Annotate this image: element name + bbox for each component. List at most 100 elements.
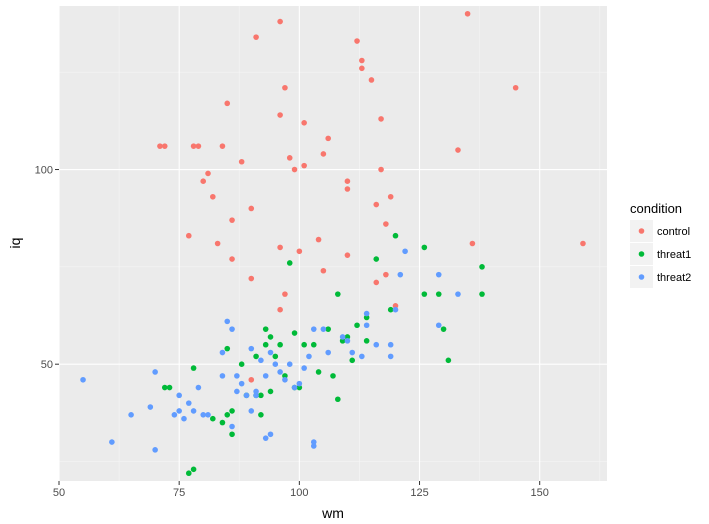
legend-label-threat2: threat2 (657, 272, 691, 284)
point-control (238, 158, 245, 165)
point-threat2 (397, 271, 404, 278)
point-threat1 (262, 341, 269, 348)
point-control (344, 252, 351, 258)
point-control (373, 201, 380, 208)
x-tick-label: 75 (173, 487, 185, 499)
point-threat2 (248, 345, 255, 352)
point-threat2 (238, 380, 245, 387)
point-threat1 (291, 330, 298, 336)
point-threat1 (185, 470, 192, 477)
point-control (373, 279, 380, 286)
point-threat2 (301, 365, 307, 371)
point-threat1 (229, 408, 235, 414)
y-axis-title: iq (7, 238, 23, 249)
point-threat1 (301, 341, 307, 348)
x-tick-label: 125 (410, 487, 428, 499)
point-threat2 (253, 392, 259, 399)
point-threat2 (272, 361, 279, 367)
point-control (344, 186, 351, 192)
minor-gridlines (59, 6, 607, 481)
point-threat2 (190, 408, 197, 414)
point-threat1 (258, 412, 264, 418)
point-threat1 (479, 264, 485, 270)
point-control (277, 306, 283, 313)
point-control (253, 34, 259, 40)
point-threat2 (435, 271, 442, 278)
point-threat1 (296, 384, 303, 391)
point-threat1 (161, 384, 168, 391)
point-control (464, 10, 471, 17)
plot-panel (59, 6, 607, 481)
point-threat1 (330, 373, 336, 379)
point-threat2 (229, 326, 235, 332)
point-threat2 (219, 373, 226, 379)
x-tick-label: 100 (290, 487, 308, 499)
point-control (161, 143, 168, 149)
major-gridlines (58, 6, 607, 481)
point-threat2 (176, 392, 182, 399)
point-threat2 (349, 349, 356, 356)
point-threat2 (171, 412, 178, 418)
point-control (229, 217, 235, 223)
point-threat2 (373, 341, 380, 348)
point-threat1 (272, 353, 279, 360)
point-threat2 (195, 384, 202, 391)
point-threat2 (185, 400, 192, 406)
legend-swatch-threat2 (638, 274, 645, 280)
point-threat2 (435, 322, 442, 329)
point-threat2 (200, 412, 207, 418)
point-threat2 (147, 404, 154, 410)
point-control (392, 302, 399, 309)
point-threat1 (286, 260, 293, 266)
point-threat1 (190, 365, 197, 371)
point-control (224, 100, 231, 107)
point-threat2 (234, 373, 240, 379)
point-threat1 (253, 353, 259, 360)
point-threat2 (267, 349, 274, 356)
point-threat1 (224, 412, 231, 418)
y-tick-label: 100 (35, 165, 53, 177)
point-control (205, 170, 211, 177)
point-threat2 (152, 369, 158, 375)
point-threat1 (354, 322, 360, 329)
point-threat1 (421, 291, 428, 297)
legend-title: condition (630, 201, 682, 216)
point-threat2 (296, 380, 303, 387)
legend-swatch-threat1 (638, 251, 645, 257)
point-control (229, 256, 235, 262)
point-threat1 (339, 338, 346, 344)
point-threat2 (306, 353, 312, 360)
point-threat1 (267, 388, 274, 395)
point-control (469, 240, 476, 247)
point-control (214, 240, 221, 247)
point-control (190, 143, 197, 149)
point-threat1 (363, 314, 370, 321)
point-threat1 (310, 341, 317, 348)
point-control (248, 275, 255, 282)
point-threat2 (219, 349, 226, 356)
point-control (383, 271, 389, 278)
point-control (210, 193, 216, 200)
point-control (277, 244, 283, 251)
point-threat2 (392, 306, 399, 313)
point-threat2 (262, 373, 269, 379)
point-control (282, 291, 288, 297)
point-threat1 (363, 338, 370, 344)
point-control (512, 84, 519, 91)
point-threat2 (181, 415, 187, 422)
point-threat2 (359, 353, 365, 360)
point-threat2 (325, 349, 331, 356)
point-threat2 (205, 412, 211, 418)
point-threat1 (392, 232, 399, 239)
point-threat2 (128, 412, 134, 418)
point-control (195, 143, 202, 149)
point-threat1 (224, 345, 231, 352)
point-threat2 (339, 334, 346, 340)
point-threat2 (291, 384, 298, 391)
y-tick-label: 50 (41, 359, 53, 371)
point-control (383, 221, 389, 227)
point-threat2 (320, 326, 327, 332)
point-control (354, 38, 360, 44)
legend-label-control: control (657, 226, 690, 238)
